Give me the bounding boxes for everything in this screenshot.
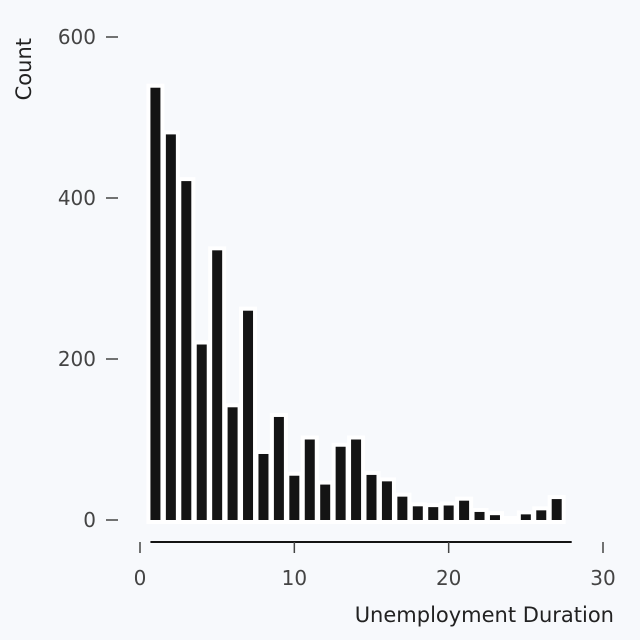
- bar: [150, 87, 161, 520]
- bar: [212, 250, 223, 520]
- bar: [489, 515, 500, 520]
- bar-halo: [501, 516, 520, 524]
- bar: [366, 474, 377, 520]
- bar: [258, 453, 269, 520]
- bar: [428, 507, 439, 520]
- bar: [536, 510, 547, 520]
- bar: [474, 511, 485, 520]
- y-axis-title: Count: [12, 38, 36, 100]
- bar: [165, 134, 176, 520]
- y-tick-label: 200: [58, 347, 96, 371]
- y-tick-label: 0: [83, 508, 96, 532]
- y-ticks: 0 200 400 600: [58, 25, 118, 532]
- bar: [196, 344, 207, 520]
- bar: [335, 446, 346, 520]
- bar: [227, 407, 238, 520]
- x-tick-label: 30: [590, 566, 615, 590]
- bar: [320, 484, 331, 520]
- bar: [412, 506, 423, 520]
- x-ticks: 0 10 20 30: [134, 542, 616, 590]
- bar: [351, 439, 362, 520]
- bar: [273, 416, 284, 520]
- x-axis-title: Unemployment Duration: [355, 603, 614, 627]
- bar: [459, 500, 470, 520]
- x-tick-label: 10: [282, 566, 307, 590]
- bar: [181, 181, 192, 520]
- bar: [289, 475, 300, 520]
- bar: [443, 505, 454, 520]
- bar: [381, 481, 392, 520]
- x-tick-label: 0: [134, 566, 147, 590]
- bar: [551, 499, 562, 520]
- bar: [304, 439, 315, 520]
- bars: [146, 83, 566, 524]
- bar: [243, 310, 254, 520]
- bar: [520, 514, 531, 520]
- x-tick-label: 20: [436, 566, 461, 590]
- bar: [397, 496, 408, 520]
- y-tick-label: 600: [58, 25, 96, 49]
- y-tick-label: 400: [58, 186, 96, 210]
